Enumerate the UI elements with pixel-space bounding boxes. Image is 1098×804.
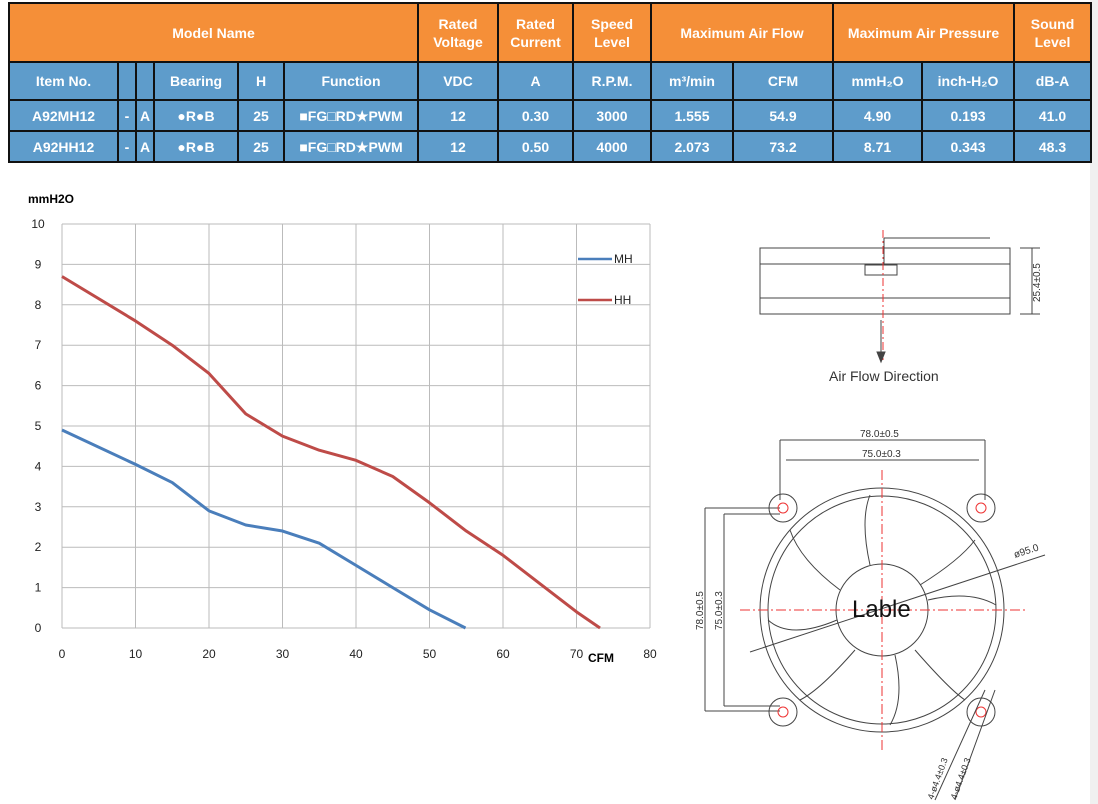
y-tick-label: 5 [35, 419, 42, 433]
inner-dimension: 75.0±0.3 [862, 449, 901, 460]
cell-bearing: ●R●B [153, 130, 239, 163]
inner-dimension-vertical: 75.0±0.3 [714, 591, 725, 630]
airflow-direction-label: Air Flow Direction [829, 368, 939, 384]
x-tick-label: 10 [129, 647, 143, 661]
sub-blank [135, 61, 155, 101]
sub-blank [117, 61, 137, 101]
table-row: A92HH12- A ●R●B 25 ■FG□RD★PWM 12 0.50 4000 2.073… [8, 130, 1093, 163]
y-tick-label: 6 [35, 379, 42, 393]
sub-dba: dB-A [1013, 61, 1093, 101]
sub-h: H [237, 61, 285, 101]
y-tick-label: 10 [31, 217, 45, 231]
cell-vdc: 12 [417, 130, 499, 163]
sub-m3min: m³/min [650, 61, 734, 101]
cell-db: 41.0 [1013, 99, 1093, 132]
series-line-mh [61, 428, 467, 630]
y-tick-label: 0 [35, 621, 42, 635]
label-text: Lable [852, 596, 911, 623]
x-tick-label: 80 [643, 647, 657, 661]
header-model-name: Model Name [8, 2, 419, 63]
fan-drawing: 25.4±0.5 Air Flow Direction 78.0±0.5 75.… [695, 230, 1046, 801]
legend-label-mh: MH [614, 252, 633, 266]
cell-m3: 2.073 [650, 130, 734, 163]
sub-cfm: CFM [731, 61, 835, 101]
outer-dimension-vertical: 78.0±0.5 [695, 591, 706, 630]
cell-mm: 8.71 [832, 130, 924, 163]
y-tick-label: 9 [35, 257, 42, 271]
table-row: A92MH12- A ●R●B 25 ■FG□RD★PWM 12 0.30 3000 1.555… [8, 99, 1093, 132]
y-tick-label: 7 [35, 338, 42, 352]
height-dimension: 25.4±0.5 [1032, 263, 1043, 302]
header-speed-level: Speed Level [572, 2, 652, 63]
cell-h: 25 [237, 99, 285, 132]
cell-function: ■FG□RD★PWM [283, 99, 419, 132]
cell-inch: 0.343 [921, 130, 1016, 163]
cell-a: 0.50 [497, 130, 574, 163]
x-tick-label: 40 [349, 647, 363, 661]
side-view: 25.4±0.5 Air Flow Direction [759, 230, 1043, 384]
cell-rpm: 4000 [572, 130, 652, 163]
y-tick-label: 8 [35, 298, 42, 312]
pq-curve-chart: mmH2O CFM 0 10 20 30 40 50 60 70 80 0 1 2 3 4 5 6 7 8 9 10 M… [28, 192, 657, 665]
x-tick-label: 0 [59, 647, 66, 661]
x-tick-label: 50 [423, 647, 437, 661]
cell-rpm: 3000 [572, 99, 652, 132]
spec-table: Model Name Rated Voltage Rated Current S… [8, 2, 1093, 163]
x-tick-label: 70 [570, 647, 584, 661]
cell-cfm: 73.2 [731, 130, 835, 163]
y-axis-label: mmH2O [28, 192, 74, 206]
front-view: 78.0±0.5 75.0±0.3 78.0±0.5 75.0±0.3 ø95.… [695, 429, 1046, 801]
header-rated-current: Rated Current [497, 2, 574, 63]
y-tick-label: 1 [35, 581, 42, 595]
x-axis-label: CFM [588, 651, 614, 665]
cell-m3: 1.555 [650, 99, 734, 132]
series-line-hh [61, 275, 601, 630]
cell-h: 25 [237, 130, 285, 163]
cell-dash: - [117, 99, 137, 132]
sub-inchh2o: inch-H₂O [921, 61, 1016, 101]
cell-suffix: A [135, 99, 155, 132]
cell-db: 48.3 [1013, 130, 1093, 163]
sub-bearing: Bearing [153, 61, 239, 101]
x-tick-label: 60 [496, 647, 510, 661]
cell-item: A92HH12 [8, 130, 119, 163]
y-tick-label: 2 [35, 540, 42, 554]
legend-label-hh: HH [614, 293, 631, 307]
cell-item: A92MH12 [8, 99, 119, 132]
x-tick-label: 20 [202, 647, 216, 661]
cell-inch: 0.193 [921, 99, 1016, 132]
cell-vdc: 12 [417, 99, 499, 132]
cell-suffix: A [135, 130, 155, 163]
sub-function: Function [283, 61, 419, 101]
header-max-air-flow: Maximum Air Flow [649, 2, 835, 63]
cell-cfm: 54.9 [731, 99, 835, 132]
header-max-air-pressure: Maximum Air Pressure [832, 2, 1016, 63]
sub-a: A [497, 61, 574, 101]
y-tick-label: 3 [35, 500, 42, 514]
x-tick-label: 30 [276, 647, 290, 661]
sub-mmh2o: mmH₂O [832, 61, 924, 101]
sub-item-no: Item No. [8, 61, 119, 101]
header-sound-level: Sound Level [1013, 2, 1093, 63]
cell-a: 0.30 [497, 99, 574, 132]
y-tick-label: 4 [35, 459, 42, 473]
cell-function: ■FG□RD★PWM [283, 130, 419, 163]
sub-vdc: VDC [417, 61, 499, 101]
cell-dash: - [117, 130, 137, 163]
header-rated-voltage: Rated Voltage [417, 2, 499, 63]
sub-rpm: R.P.M. [572, 61, 652, 101]
cell-bearing: ●R●B [153, 99, 239, 132]
cell-mm: 4.90 [832, 99, 924, 132]
outer-dimension: 78.0±0.5 [860, 429, 899, 440]
